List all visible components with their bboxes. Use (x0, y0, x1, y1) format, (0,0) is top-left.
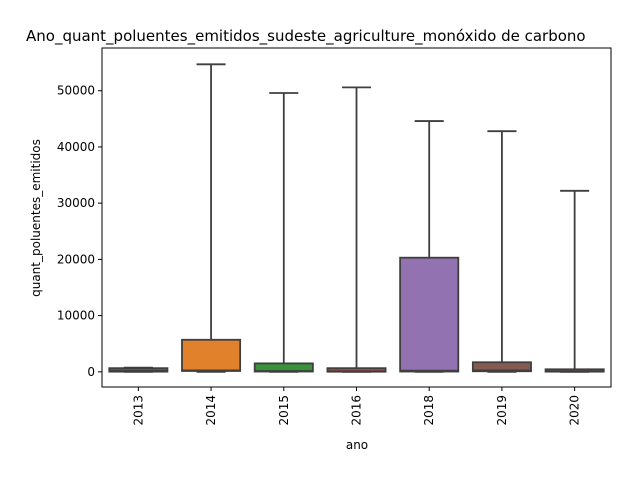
y-tick-label: 20000 (57, 252, 95, 266)
box-group (108, 63, 605, 373)
box-2014 (181, 63, 242, 373)
x-tick-label: 2013 (131, 395, 145, 426)
x-tick-label: 2019 (495, 395, 509, 426)
x-tick-label: 2018 (422, 395, 436, 426)
y-axis-label: quant_poluentes_emitidos (29, 139, 43, 297)
box-2019 (471, 130, 532, 373)
box-body (181, 338, 242, 372)
box-2013 (108, 366, 169, 373)
y-tick-label: 50000 (57, 84, 95, 98)
x-axis-label: ano (346, 438, 368, 452)
x-tick-label: 2020 (568, 395, 582, 426)
chart-title: Ano_quant_poluentes_emitidos_sudeste_agr… (26, 27, 586, 46)
box-2016 (326, 86, 387, 373)
box-body (399, 256, 460, 373)
x-tick-label: 2015 (277, 395, 291, 426)
y-axis: 0 10000 20000 30000 40000 50000 (57, 84, 102, 379)
y-tick-label: 30000 (57, 196, 95, 210)
box-2018 (399, 120, 460, 373)
box-2020 (544, 189, 605, 373)
y-tick-label: 40000 (57, 140, 95, 154)
x-axis: 2013 2014 2015 2016 2018 2019 2020 (131, 387, 582, 426)
y-tick-label: 0 (87, 365, 95, 379)
x-tick-label: 2016 (350, 395, 364, 426)
x-tick-label: 2014 (204, 395, 218, 426)
y-tick-label: 10000 (57, 309, 95, 323)
box-2015 (253, 92, 314, 373)
